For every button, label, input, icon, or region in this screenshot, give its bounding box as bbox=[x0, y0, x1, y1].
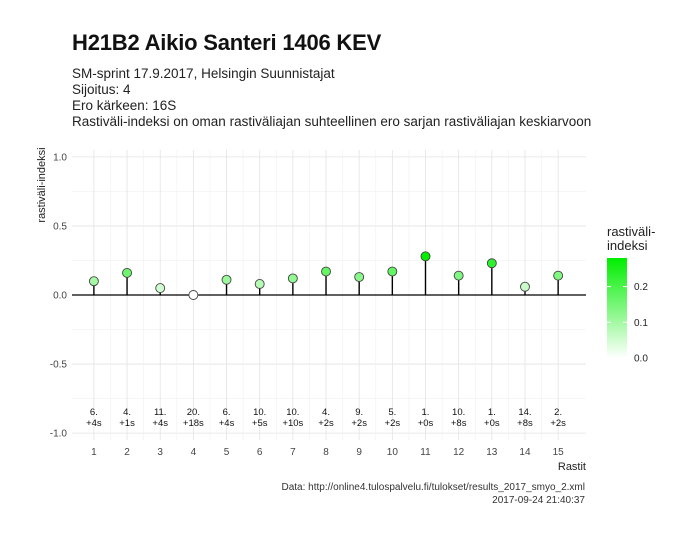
lollipop-point bbox=[520, 281, 530, 292]
legend-colorbar bbox=[607, 258, 627, 358]
diff-label: +1s bbox=[119, 418, 135, 429]
lollipop-point bbox=[420, 251, 431, 262]
rank-label: 10. bbox=[286, 407, 299, 418]
caption-source: Data: http://online4.tulospalvelu.fi/tul… bbox=[281, 482, 585, 493]
rank-label: 4. bbox=[123, 407, 131, 418]
y-tick-label: 1.0 bbox=[53, 152, 67, 163]
legend-tick-label: 0.0 bbox=[634, 354, 648, 365]
subtitle-line-2: Sijoitus: 4 bbox=[72, 82, 131, 97]
diff-label: +8s bbox=[451, 418, 467, 429]
diff-label: +4s bbox=[219, 418, 235, 429]
subtitle-line-3: Ero kärkeen: 16S bbox=[72, 98, 177, 113]
x-tick-label: 1 bbox=[91, 447, 97, 458]
y-tick-label: -1.0 bbox=[50, 429, 68, 440]
rank-label: 6. bbox=[90, 407, 98, 418]
lollipop-point bbox=[453, 270, 464, 281]
x-tick-label: 5 bbox=[224, 447, 230, 458]
x-tick-label: 13 bbox=[486, 447, 498, 458]
diff-label: +2s bbox=[385, 418, 401, 429]
color-legend: 0.2 0.1 0.0 bbox=[607, 258, 648, 365]
diff-label: +2s bbox=[318, 418, 334, 429]
x-tick-label: 14 bbox=[519, 447, 531, 458]
diff-label: +0s bbox=[484, 418, 500, 429]
x-tick-label: 12 bbox=[453, 447, 465, 458]
x-tick-label: 9 bbox=[356, 447, 362, 458]
rank-label: 6. bbox=[223, 407, 231, 418]
lollipop-point bbox=[354, 272, 365, 282]
diff-label: +5s bbox=[252, 418, 268, 429]
x-tick-label: 15 bbox=[553, 447, 565, 458]
rank-label: 14. bbox=[518, 407, 531, 418]
lollipop-point bbox=[88, 276, 99, 287]
x-tick-label: 6 bbox=[257, 447, 263, 458]
diff-label: +18s bbox=[183, 418, 204, 429]
diff-label: +10s bbox=[282, 418, 303, 429]
lollipop-point bbox=[221, 274, 232, 285]
rank-label: 1. bbox=[422, 407, 430, 418]
rank-label: 4. bbox=[322, 407, 330, 418]
diff-label: +2s bbox=[351, 418, 367, 429]
x-tick-label: 7 bbox=[290, 447, 296, 458]
lollipop-point bbox=[122, 267, 132, 278]
legend-tick-label: 0.2 bbox=[634, 282, 648, 293]
diff-label: +2s bbox=[550, 418, 566, 429]
lollipop-point bbox=[188, 290, 199, 300]
lollipop-point bbox=[155, 283, 166, 294]
point-labels: 6. 4. 11. 20. 6. 10. 10. 4. 9. 5. 1. 10. 1. 14. 2. +4s +… bbox=[86, 407, 566, 429]
legend-title: rastiväli- indeksi bbox=[607, 224, 656, 253]
y-axis-title: rastiväli-indeksi bbox=[36, 147, 48, 222]
chart-title: H21B2 Aikio Santeri 1406 KEV bbox=[72, 30, 382, 55]
lollipop-point bbox=[486, 258, 497, 269]
lollipop-point bbox=[254, 279, 265, 289]
rank-label: 2. bbox=[554, 407, 562, 418]
subtitle-line-1: SM-sprint 17.9.2017, Helsingin Suunnista… bbox=[72, 66, 335, 81]
diff-label: +0s bbox=[418, 418, 434, 429]
x-tick-label: 11 bbox=[420, 447, 431, 458]
y-tick-label: 0.0 bbox=[53, 291, 67, 302]
caption-timestamp: 2017-09-24 21:40:37 bbox=[492, 495, 585, 506]
lollipop-point bbox=[287, 273, 298, 284]
subtitle-line-4: Rastiväli-indeksi on oman rastiväliajan … bbox=[72, 114, 592, 129]
lollipop-point bbox=[553, 270, 564, 281]
rank-label: 10. bbox=[452, 407, 465, 418]
diff-label: +8s bbox=[517, 418, 533, 429]
rank-label: 11. bbox=[154, 407, 167, 418]
x-tick-label: 2 bbox=[124, 447, 130, 458]
x-tick-label: 8 bbox=[323, 447, 329, 458]
legend-tick-label: 0.1 bbox=[634, 318, 648, 329]
lollipop-point bbox=[387, 266, 398, 277]
rank-label: 1. bbox=[488, 407, 496, 418]
x-tick-label: 3 bbox=[157, 447, 163, 458]
diff-label: +4s bbox=[86, 418, 102, 429]
x-axis-title: Rastit bbox=[558, 461, 586, 473]
rank-label: 10. bbox=[253, 407, 266, 418]
y-tick-label: 0.5 bbox=[53, 221, 67, 232]
data-marks bbox=[88, 251, 564, 300]
lollipop-point bbox=[321, 266, 331, 277]
diff-label: +4s bbox=[152, 418, 168, 429]
rank-label: 9. bbox=[355, 407, 363, 418]
x-tick-label: 10 bbox=[387, 447, 399, 458]
axes: 1.00.50.0-0.5-1.01 2 3 4 5 6 7 8 9 10 11 12 13 14 15Ra… bbox=[36, 147, 586, 473]
rank-label: 20. bbox=[187, 407, 200, 418]
x-tick-label: 4 bbox=[191, 447, 197, 458]
y-tick-label: -0.5 bbox=[50, 360, 68, 371]
rank-label: 5. bbox=[388, 407, 396, 418]
